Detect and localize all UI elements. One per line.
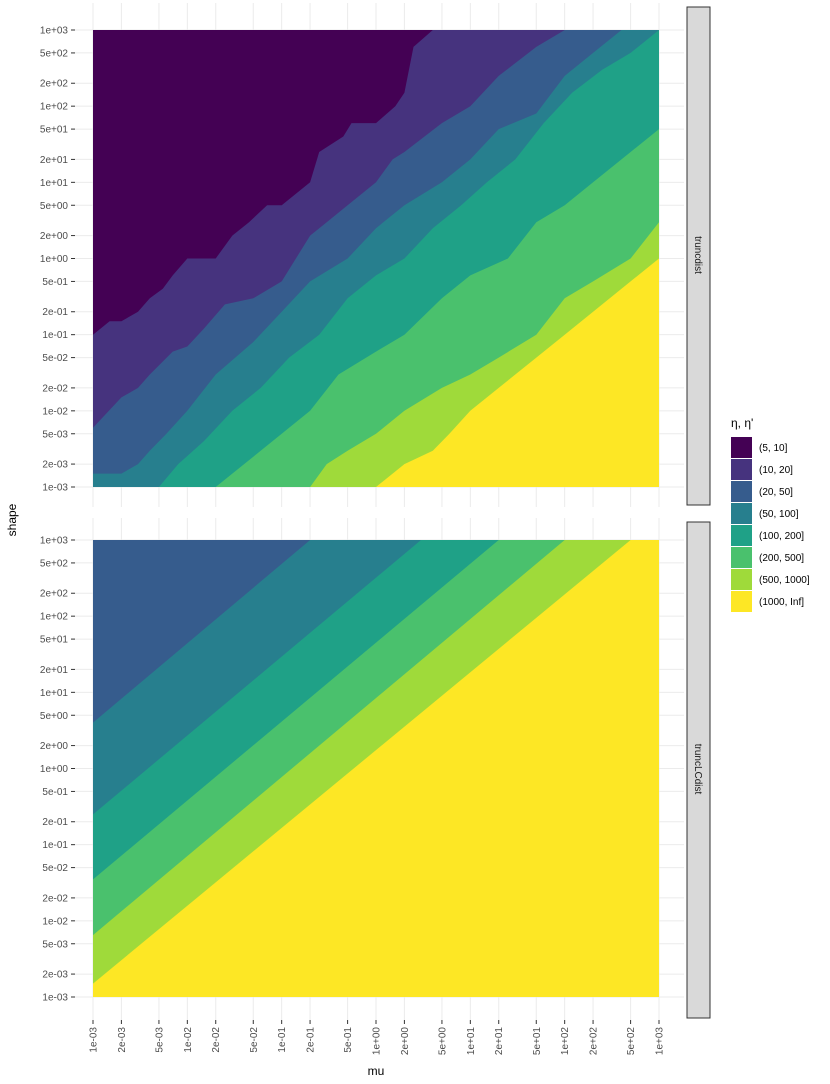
y-tick-label: 2e-03 bbox=[42, 460, 68, 471]
y-tick-label: 1e+02 bbox=[40, 612, 69, 623]
x-tick-label: 2e+01 bbox=[494, 1027, 505, 1056]
y-axis: 1e+03 5e+02 2e+02 1e+02 5e+01 2e+01 1e+01 5e+00… bbox=[40, 26, 75, 494]
y-tick-label: 2e-02 bbox=[42, 383, 68, 394]
y-tick-label: 1e+00 bbox=[40, 254, 69, 265]
y-tick-label: 2e+00 bbox=[40, 231, 69, 242]
y-tick-label: 2e+01 bbox=[40, 665, 69, 676]
y-tick-label: 5e+00 bbox=[40, 711, 69, 722]
x-tick-label: 1e+02 bbox=[560, 1027, 571, 1056]
y-tick-label: 1e+02 bbox=[40, 102, 69, 113]
x-tick-label: 1e-02 bbox=[183, 1027, 194, 1053]
heatmap-regions bbox=[93, 30, 659, 487]
region-(20, 50] bbox=[93, 540, 311, 723]
y-tick-label: 2e+02 bbox=[40, 79, 69, 90]
y-tick-label: 2e-01 bbox=[42, 817, 68, 828]
x-tick-label: 1e-03 bbox=[89, 1027, 100, 1053]
x-tick-label: 5e-03 bbox=[154, 1027, 165, 1053]
facet-strip bbox=[686, 6, 711, 506]
y-tick-label: 5e-01 bbox=[42, 787, 68, 798]
y-tick-label: 5e+01 bbox=[40, 125, 69, 136]
region-(5, 10] bbox=[93, 30, 433, 335]
x-tick-label: 1e+00 bbox=[372, 1027, 383, 1056]
facet-strip bbox=[686, 521, 711, 1019]
x-tick-label: 5e-01 bbox=[343, 1027, 354, 1053]
legend: η, η' (5, 10] (10, 20] (20, 50] (50, 100] (1… bbox=[731, 416, 810, 612]
x-tick-label: 2e-01 bbox=[306, 1027, 317, 1053]
x-tick-label: 2e-02 bbox=[211, 1027, 222, 1053]
legend-label: (20, 50] bbox=[759, 487, 793, 498]
x-tick-label: 2e-03 bbox=[117, 1027, 128, 1053]
y-tick-label: 1e-01 bbox=[42, 330, 68, 341]
legend-swatch bbox=[731, 437, 752, 458]
legend-swatch bbox=[731, 481, 752, 502]
y-axis: 1e+03 5e+02 2e+02 1e+02 5e+01 2e+01 1e+01 5e+00… bbox=[40, 536, 75, 1004]
x-tick-label: 1e+01 bbox=[466, 1027, 477, 1056]
legend-swatch bbox=[731, 547, 752, 568]
x-axis-title: mu bbox=[368, 1064, 385, 1078]
y-tick-label: 5e-02 bbox=[42, 863, 68, 874]
x-tick-label: 5e-02 bbox=[249, 1027, 260, 1053]
y-tick-label: 1e-03 bbox=[42, 483, 68, 494]
y-axis-title: shape bbox=[5, 503, 19, 536]
x-tick-label: 5e+01 bbox=[532, 1027, 543, 1056]
legend-label: (500, 1000] bbox=[759, 575, 810, 586]
y-tick-label: 5e-01 bbox=[42, 277, 68, 288]
panel-trunclcdist: 1e+03 5e+02 2e+02 1e+02 5e+01 2e+01 1e+01 5e+00… bbox=[40, 518, 684, 1020]
y-tick-label: 5e+01 bbox=[40, 635, 69, 646]
y-tick-label: 1e-02 bbox=[42, 406, 68, 417]
x-tick-label: 5e+00 bbox=[437, 1027, 448, 1056]
legend-label: (50, 100] bbox=[759, 509, 799, 520]
legend-swatch bbox=[731, 503, 752, 524]
legend-title: η, η' bbox=[731, 416, 753, 430]
y-tick-label: 2e+01 bbox=[40, 155, 69, 166]
x-axis: 1e-03 2e-03 5e-03 1e-02 2e-02 5e-02 1e-01 2e-01… bbox=[89, 1020, 666, 1055]
y-tick-label: 5e-03 bbox=[42, 429, 68, 440]
y-tick-label: 1e+03 bbox=[40, 536, 69, 547]
legend-label: (1000, Inf] bbox=[759, 597, 804, 608]
y-tick-label: 1e+00 bbox=[40, 764, 69, 775]
panel-truncdist: 1e+03 5e+02 2e+02 1e+02 5e+01 2e+01 1e+01 5e+00… bbox=[40, 3, 684, 507]
legend-swatch bbox=[731, 591, 752, 612]
y-tick-label: 1e+03 bbox=[40, 26, 69, 37]
y-tick-label: 5e+00 bbox=[40, 201, 69, 212]
x-tick-label: 2e+02 bbox=[589, 1027, 600, 1056]
y-tick-label: 1e-01 bbox=[42, 840, 68, 851]
y-tick-label: 1e-02 bbox=[42, 916, 68, 927]
legend-label: (10, 20] bbox=[759, 465, 793, 476]
facet-strip-label: truncLCdist bbox=[692, 744, 703, 795]
legend-label: (200, 500] bbox=[759, 553, 804, 564]
y-tick-label: 5e+02 bbox=[40, 558, 69, 569]
y-tick-label: 2e-03 bbox=[42, 970, 68, 981]
legend-swatch bbox=[731, 525, 752, 546]
facet-strips: truncdist truncLCdist bbox=[686, 6, 711, 1019]
y-tick-label: 5e-02 bbox=[42, 353, 68, 364]
y-tick-label: 2e+00 bbox=[40, 741, 69, 752]
y-tick-label: 1e+01 bbox=[40, 178, 69, 189]
y-tick-label: 5e-03 bbox=[42, 939, 68, 950]
y-tick-label: 2e-01 bbox=[42, 307, 68, 318]
y-tick-label: 2e+02 bbox=[40, 589, 69, 600]
x-tick-label: 1e-01 bbox=[277, 1027, 288, 1053]
y-tick-label: 1e+01 bbox=[40, 688, 69, 699]
x-tick-label: 5e+02 bbox=[626, 1027, 637, 1056]
facet-strip-label: truncdist bbox=[692, 236, 703, 274]
legend-label: (100, 200] bbox=[759, 531, 804, 542]
y-tick-label: 2e-02 bbox=[42, 893, 68, 904]
y-tick-label: 1e-03 bbox=[42, 993, 68, 1004]
x-tick-label: 2e+00 bbox=[400, 1027, 411, 1056]
legend-swatch bbox=[731, 569, 752, 590]
y-tick-label: 5e+02 bbox=[40, 48, 69, 59]
heatmap-regions bbox=[93, 540, 659, 997]
legend-label: (5, 10] bbox=[759, 443, 788, 454]
legend-swatch bbox=[731, 459, 752, 480]
x-tick-label: 1e+03 bbox=[655, 1027, 666, 1056]
